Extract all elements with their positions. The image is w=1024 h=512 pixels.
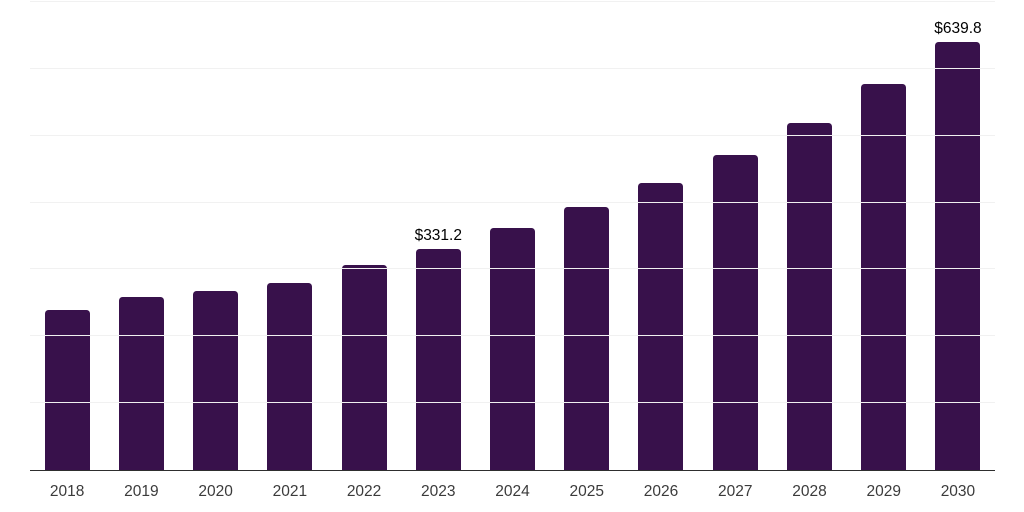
bar-value-label: $639.8 [934, 20, 982, 38]
x-tick-label: 2019 [124, 483, 159, 500]
bar [341, 265, 387, 470]
x-tick-label: 2018 [49, 483, 85, 500]
x-tick-label: 2022 [346, 483, 382, 500]
x-tick-label: 2026 [643, 483, 679, 500]
x-tick-label: 2030 [940, 483, 976, 500]
gridline [30, 268, 995, 270]
bar-column [698, 2, 772, 470]
x-tick-label: 2024 [495, 483, 530, 500]
bar-column [847, 2, 921, 470]
bar-column [475, 2, 549, 470]
bar-columns: $331.2 $639.8 [30, 2, 995, 470]
gridline [30, 1, 995, 2]
bar [118, 296, 164, 470]
gridline [30, 335, 995, 337]
bar [786, 123, 832, 470]
bar [712, 155, 758, 470]
bar-column [253, 2, 327, 470]
bar [638, 182, 684, 470]
bar-column: $639.8 [921, 2, 995, 470]
x-axis-tick-labels: 2018 2019 2020 2021 2022 2023 2024 2025 2026 2027… [30, 483, 995, 501]
bar: $639.8 [934, 20, 982, 470]
x-tick-label: 2029 [866, 483, 901, 500]
x-tick-label: 2020 [198, 483, 233, 500]
x-tick-label: 2027 [717, 483, 753, 500]
bar-column: $331.2 [401, 2, 475, 470]
bar [490, 227, 536, 470]
bar-column [178, 2, 252, 470]
bar [193, 290, 239, 470]
bar-column [104, 2, 178, 470]
bar [44, 310, 90, 470]
gridline [30, 201, 995, 203]
bar-column [327, 2, 401, 470]
x-tick-label: 2023 [421, 483, 456, 500]
plot-area: $331.2 $639.8 [30, 1, 995, 470]
bar-column [30, 2, 104, 470]
bar-value-label: $331.2 [414, 226, 462, 244]
bar: $331.2 [415, 227, 462, 470]
bar-column [772, 2, 846, 470]
gridline [30, 402, 995, 404]
x-tick-label: 2025 [569, 483, 604, 500]
bar [861, 83, 907, 470]
bar [267, 282, 313, 470]
bar-column [624, 2, 698, 470]
bar [564, 206, 610, 470]
bar-column [550, 2, 624, 470]
gridline [30, 134, 995, 136]
x-tick-label: 2028 [792, 483, 827, 500]
x-axis-line [30, 469, 995, 471]
gridline [30, 67, 995, 69]
x-tick-label: 2021 [272, 483, 308, 500]
